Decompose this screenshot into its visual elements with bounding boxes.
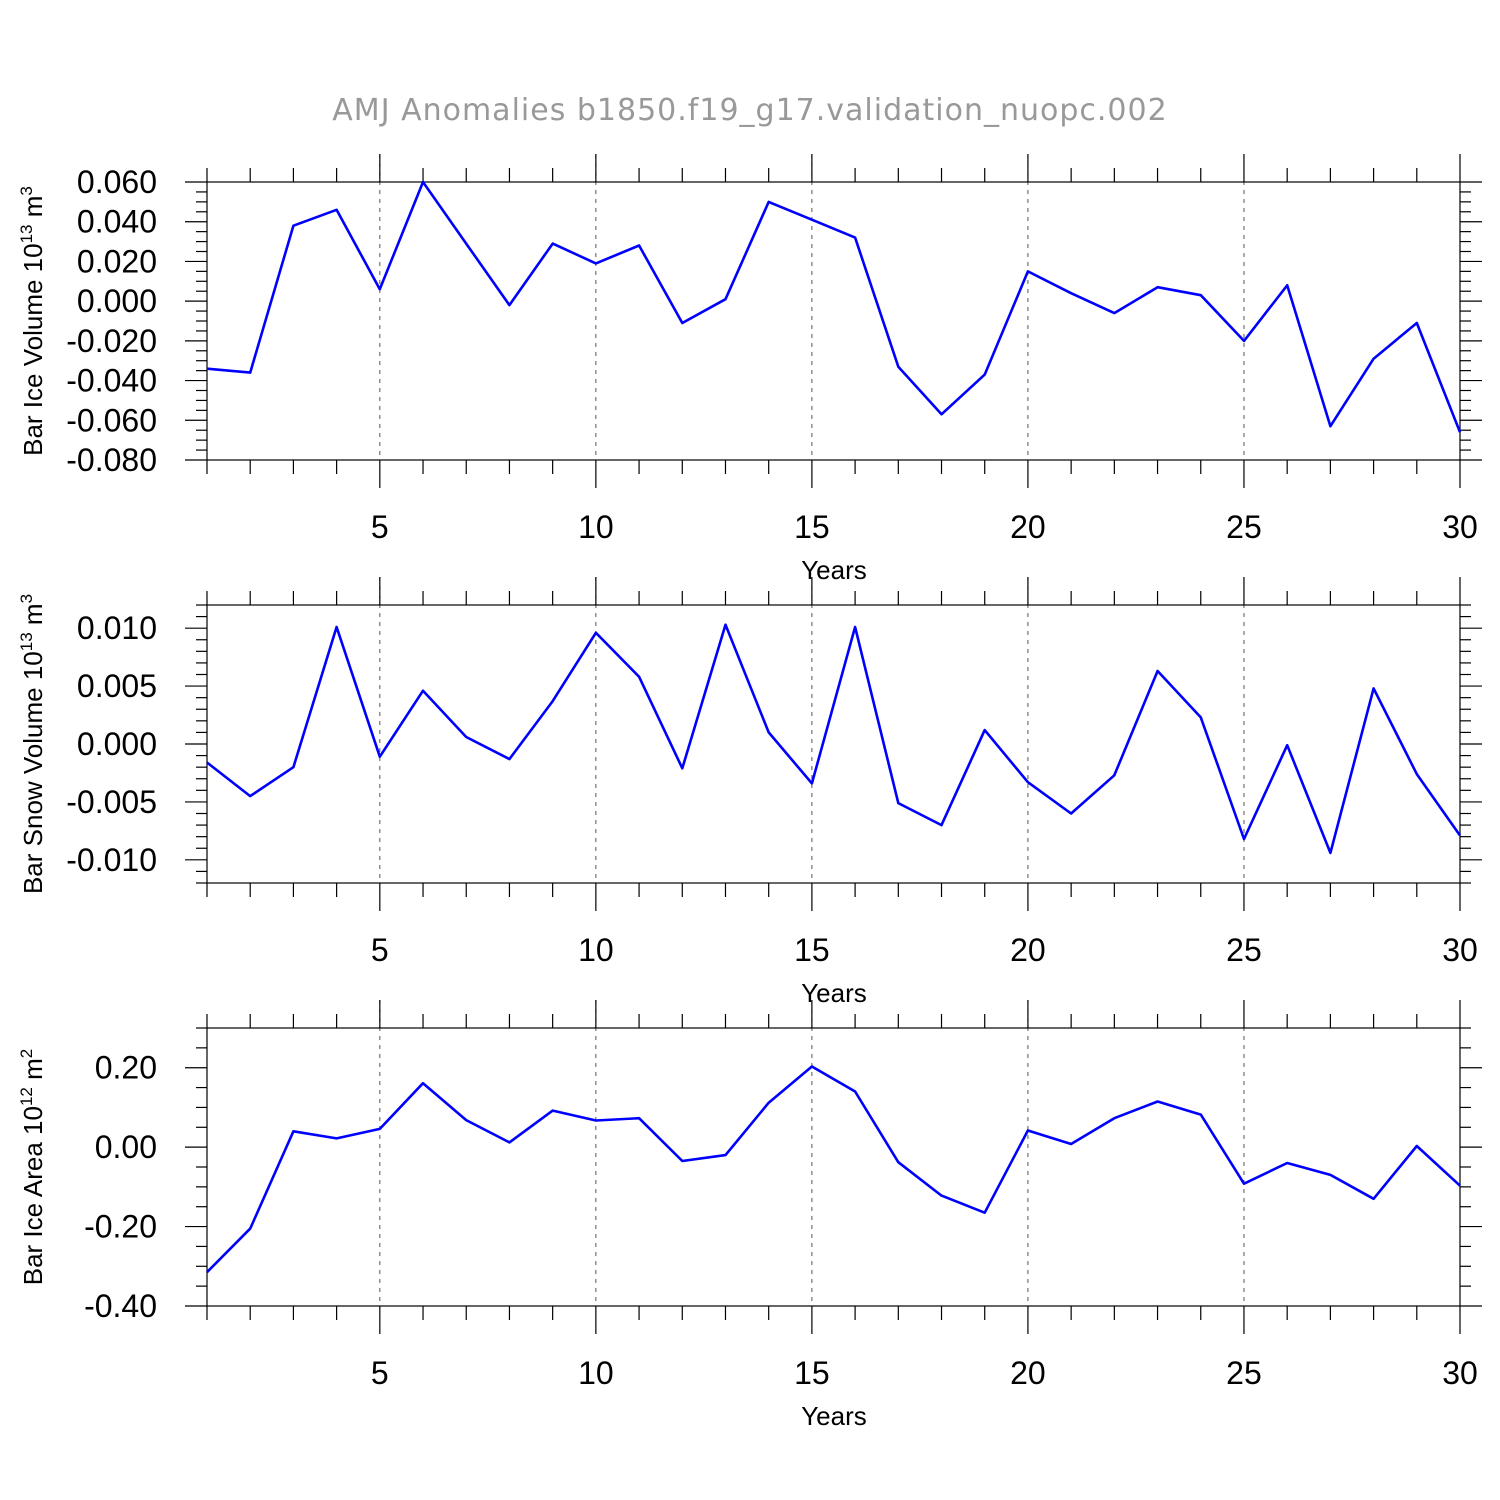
y-tick-label: -0.20 (84, 1209, 157, 1245)
x-tick-label: 20 (1010, 932, 1046, 968)
y-axis-label: Bar Ice Area 1012 m2 (17, 1049, 48, 1286)
y-tick-label: -0.020 (66, 323, 157, 359)
x-axis-label: Years (801, 1401, 867, 1431)
x-tick-label: 30 (1442, 932, 1478, 968)
y-tick-label: 0.000 (77, 283, 157, 319)
series-line (206, 623, 1462, 855)
x-tick-label: 10 (578, 1355, 614, 1391)
x-tick-label: 30 (1442, 1355, 1478, 1391)
y-tick-label: 0.000 (77, 726, 157, 762)
panel-2: 5 10 15 20 25 30 -0.010 -0.005 0.000 0.005 0.010 Ye… (17, 577, 1482, 1008)
y-axis-label: Bar Ice Volume 1013 m3 (17, 186, 48, 456)
x-tick-label: 15 (794, 932, 830, 968)
y-tick-label: 0.040 (77, 204, 157, 240)
x-tick-label: 10 (578, 509, 614, 545)
y-tick-label: 0.010 (77, 610, 157, 646)
y-tick-label: 0.020 (77, 243, 157, 279)
series-line (206, 1065, 1461, 1274)
x-tick-label: 25 (1226, 1355, 1262, 1391)
plot-frame (206, 181, 1461, 461)
x-axis-label: Years (801, 555, 867, 585)
y-tick-label: -0.40 (84, 1288, 157, 1324)
x-tick-label: 5 (371, 1355, 389, 1391)
y-tick-label: -0.040 (66, 363, 157, 399)
plot-frame (206, 1027, 1461, 1307)
y-tick-label: -0.080 (66, 442, 157, 478)
x-tick-label: 15 (794, 509, 830, 545)
x-tick-label: 15 (794, 1355, 830, 1391)
x-tick-label: 10 (578, 932, 614, 968)
y-tick-label: 0.00 (95, 1129, 157, 1165)
y-tick-label: 0.20 (95, 1050, 157, 1086)
y-tick-label: -0.010 (66, 842, 157, 878)
panel-3: 5 10 15 20 25 30 -0.40 -0.20 0.00 0.20 Years Bar Ic… (17, 1000, 1482, 1431)
y-tick-label: -0.005 (66, 784, 157, 820)
x-tick-label: 5 (371, 932, 389, 968)
x-tick-label: 20 (1010, 1355, 1046, 1391)
y-tick-label: 0.060 (77, 164, 157, 200)
y-tick-label: 0.005 (77, 668, 157, 704)
x-axis-label: Years (801, 978, 867, 1008)
x-tick-label: 20 (1010, 509, 1046, 545)
x-tick-label: 30 (1442, 509, 1478, 545)
y-axis-label: Bar Snow Volume 1013 m3 (17, 594, 48, 894)
x-tick-label: 25 (1226, 932, 1262, 968)
series-line (206, 180, 1462, 433)
x-tick-label: 25 (1226, 509, 1262, 545)
panels: 5 10 15 20 25 30-0.080-0.060-0.040-0.0200.000… (17, 154, 1482, 1431)
chart-title: AMJ Anomalies b1850.f19_g17.validation_n… (332, 93, 1167, 128)
y-tick-label: -0.060 (66, 402, 157, 438)
x-tick-label: 5 (371, 509, 389, 545)
panel-1: 5 10 15 20 25 30 -0.080 -0.060-0.040 -0.020 0.000… (17, 154, 1482, 585)
plot-frame (206, 604, 1461, 884)
